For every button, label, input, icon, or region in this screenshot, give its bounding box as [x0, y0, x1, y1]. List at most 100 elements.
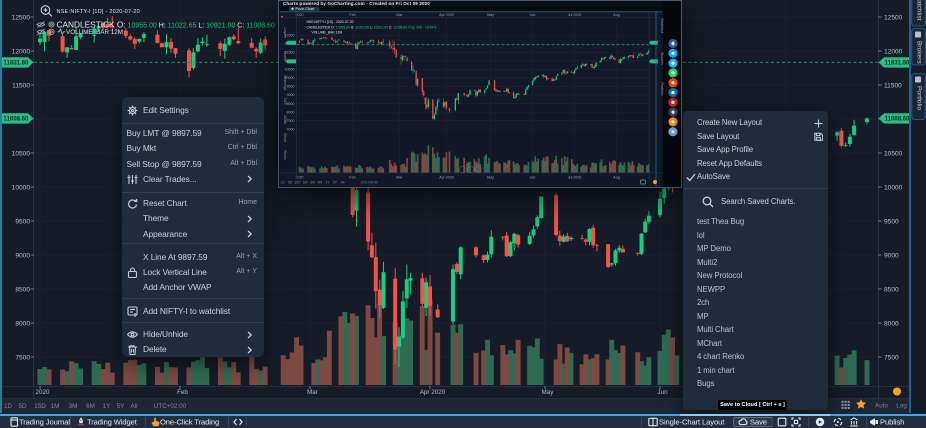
- svg-text:Feb: Feb: [177, 389, 188, 396]
- svg-text:8000: 8000: [15, 321, 30, 328]
- svg-text:Mar: Mar: [307, 389, 318, 396]
- svg-text:10000: 10000: [884, 185, 903, 192]
- svg-text:P: P: [671, 100, 675, 106]
- svg-text:10000: 10000: [12, 185, 31, 192]
- svg-text:UTC+02:00: UTC+02:00: [154, 403, 187, 410]
- svg-text:9500: 9500: [287, 85, 295, 89]
- svg-text:Aug: Aug: [613, 175, 619, 179]
- svg-text:1Y: 1Y: [103, 403, 112, 410]
- svg-text:Jul 2020: Jul 2020: [568, 13, 582, 17]
- svg-text:Apr 2020: Apr 2020: [420, 389, 446, 396]
- svg-text:Jun: Jun: [657, 389, 668, 396]
- svg-text:10500: 10500: [285, 68, 295, 72]
- svg-text:9000: 9000: [15, 253, 30, 260]
- svg-text:Drawings: Drawings: [283, 76, 287, 91]
- svg-text:Jun: Jun: [530, 13, 536, 17]
- svg-text:Auto: Auto: [875, 403, 888, 410]
- svg-text:VOLUME_BAR 12M: VOLUME_BAR 12M: [66, 29, 123, 36]
- svg-text:Jun: Jun: [530, 175, 536, 179]
- svg-text:Layers: Layers: [283, 28, 287, 39]
- svg-text:3M: 3M: [69, 403, 78, 410]
- svg-text:May: May: [487, 13, 494, 17]
- svg-text:8500: 8500: [884, 287, 899, 294]
- svg-text:VOLUME_BAR 12M: VOLUME_BAR 12M: [312, 31, 343, 35]
- svg-text:8000: 8000: [884, 321, 899, 328]
- svg-text:15D: 15D: [294, 181, 301, 185]
- svg-text:9000: 9000: [884, 253, 899, 260]
- svg-text:May: May: [487, 175, 494, 179]
- svg-text:11831.80: 11831.80: [4, 61, 29, 67]
- svg-text:2020: 2020: [35, 389, 50, 396]
- svg-text:11500: 11500: [285, 51, 295, 55]
- svg-text:15D: 15D: [34, 403, 46, 410]
- svg-text:8500: 8500: [15, 287, 30, 294]
- svg-text:Feb: Feb: [349, 175, 355, 179]
- svg-text:7500: 7500: [287, 119, 295, 123]
- svg-text:5D: 5D: [288, 181, 293, 185]
- svg-text:Apr 2020: Apr 2020: [439, 175, 454, 179]
- svg-text:t: t: [672, 61, 674, 66]
- svg-text:CANDLESTICK O: 10955.00 H: 110: CANDLESTICK O: 10955.00 H: 11022.65 L: 1…: [307, 26, 437, 30]
- svg-text:7500: 7500: [15, 355, 30, 362]
- svg-text:2020: 2020: [296, 13, 304, 17]
- svg-text:9500: 9500: [15, 219, 30, 226]
- svg-text:10500: 10500: [12, 151, 31, 158]
- svg-text:All: All: [341, 181, 345, 185]
- svg-text:8500: 8500: [287, 102, 295, 106]
- svg-text:NSE:NIFTY-I [1D] - 2020-07-20: NSE:NIFTY-I [1D] - 2020-07-20: [307, 20, 354, 24]
- svg-text:All: All: [131, 403, 138, 410]
- svg-text:2020: 2020: [296, 175, 304, 179]
- svg-text:Jul 2020: Jul 2020: [568, 175, 582, 179]
- svg-text:NSE:NIFTY-I [1D] - 2020-07-20: NSE:NIFTY-I [1D] - 2020-07-20: [57, 9, 140, 15]
- svg-text:5Y: 5Y: [117, 403, 126, 410]
- svg-text:12000: 12000: [12, 49, 31, 56]
- svg-text:12000: 12000: [884, 49, 903, 56]
- svg-text:5D: 5D: [18, 403, 27, 410]
- svg-text:1D: 1D: [4, 403, 13, 410]
- svg-text:May: May: [542, 389, 555, 396]
- svg-text:12500: 12500: [285, 34, 295, 38]
- svg-text:Charts powered by GoCharting.c: Charts powered by GoCharting.com - Creat…: [283, 1, 430, 6]
- svg-text:5Y: 5Y: [333, 181, 338, 185]
- svg-text:News: News: [283, 151, 287, 160]
- svg-text:1M: 1M: [51, 403, 60, 410]
- svg-text:12500: 12500: [12, 15, 31, 22]
- svg-text:Watchlist: Watchlist: [660, 19, 664, 33]
- svg-text:Studio: Studio: [283, 51, 287, 61]
- svg-text:Aug: Aug: [613, 13, 619, 17]
- svg-text:DOM: DOM: [283, 116, 287, 124]
- svg-text:7500: 7500: [884, 355, 899, 362]
- svg-text:12500: 12500: [884, 15, 903, 22]
- svg-text:11008.60: 11008.60: [885, 117, 910, 123]
- svg-text:t: t: [672, 110, 674, 115]
- svg-text:Log: Log: [896, 403, 907, 410]
- svg-text:UTC+02:00: UTC+02:00: [361, 181, 379, 185]
- svg-text:Brokers: Brokers: [660, 53, 664, 66]
- svg-text:11500: 11500: [12, 83, 30, 90]
- svg-text:in: in: [671, 90, 675, 95]
- svg-text:T&S: T&S: [283, 98, 287, 106]
- svg-text:Feb: Feb: [349, 13, 355, 17]
- svg-text:1M: 1M: [303, 181, 308, 185]
- svg-text:Portfolio: Portfolio: [916, 86, 923, 111]
- svg-text:Price Chart: Price Chart: [296, 7, 316, 11]
- svg-text:Block: Block: [283, 134, 287, 143]
- svg-text:9000: 9000: [287, 93, 295, 97]
- svg-text:9500: 9500: [884, 219, 899, 226]
- svg-text:6M: 6M: [86, 403, 95, 410]
- svg-text:11831.80: 11831.80: [885, 61, 910, 67]
- svg-text:11008.60: 11008.60: [4, 117, 29, 123]
- svg-text:f: f: [672, 42, 674, 48]
- svg-text:Apr 2020: Apr 2020: [439, 13, 454, 17]
- svg-text:3M: 3M: [310, 181, 315, 185]
- svg-text:Mar: Mar: [396, 13, 403, 17]
- svg-text:10000: 10000: [285, 76, 295, 80]
- svg-text:Watchlist: Watchlist: [916, 0, 923, 21]
- svg-text:Brokers: Brokers: [916, 41, 923, 64]
- svg-text:Mar: Mar: [396, 175, 403, 179]
- svg-text:6M: 6M: [318, 181, 323, 185]
- svg-text:11500: 11500: [884, 83, 902, 90]
- svg-text:10500: 10500: [884, 151, 903, 158]
- svg-text:Portfolio: Portfolio: [660, 83, 664, 96]
- svg-text:CANDLESTICK O: 10955.00 H: 110: CANDLESTICK O: 10955.00 H: 11022.65 L: 1…: [57, 20, 276, 30]
